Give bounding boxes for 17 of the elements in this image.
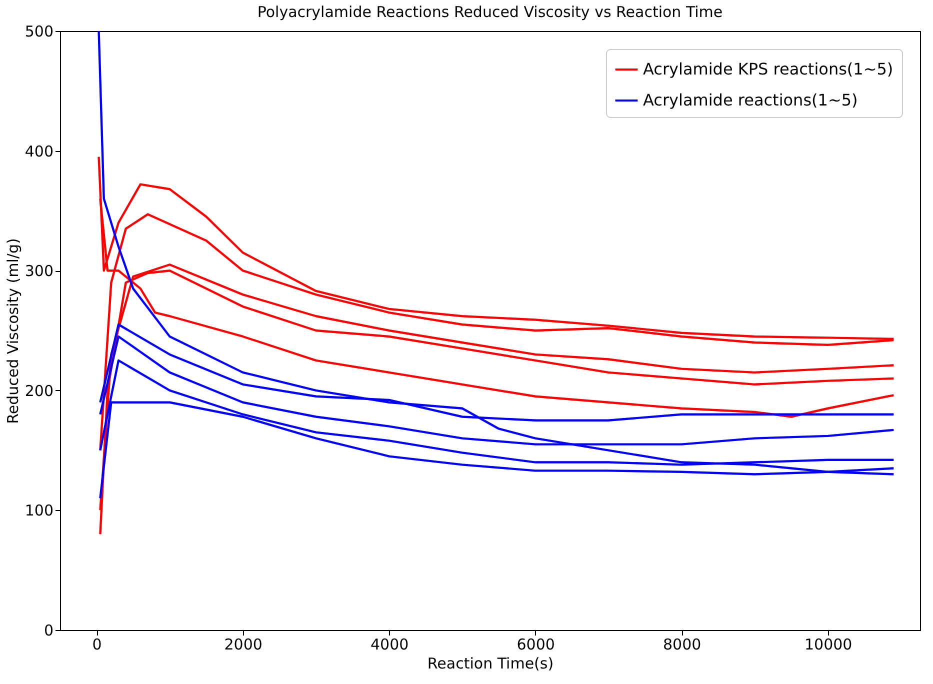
x-axis-title: Reaction Time(s): [427, 654, 554, 672]
x-tick-label: 0: [92, 636, 102, 654]
y-tick-label: 300: [24, 262, 54, 280]
y-tick-label: 400: [24, 142, 54, 160]
y-tick-label: 200: [24, 382, 54, 400]
x-tick-label: 6000: [516, 636, 555, 654]
legend-label: Acrylamide reactions(1~5): [643, 90, 858, 110]
y-tick-label: 100: [24, 502, 54, 520]
x-tick-label: 4000: [370, 636, 409, 654]
y-tick-label: 0: [44, 622, 54, 640]
chart-title: Polyacrylamide Reactions Reduced Viscosity vs Reaction Time: [257, 3, 723, 21]
x-tick-label: 10000: [804, 636, 852, 654]
legend-label: Acrylamide KPS reactions(1~5): [643, 60, 894, 78]
x-tick-label: 8000: [663, 636, 702, 654]
y-tick-label: 500: [24, 22, 54, 40]
y-axis-title: Reduced Viscosity (ml/g): [4, 238, 22, 424]
x-tick-label: 2000: [224, 636, 262, 654]
